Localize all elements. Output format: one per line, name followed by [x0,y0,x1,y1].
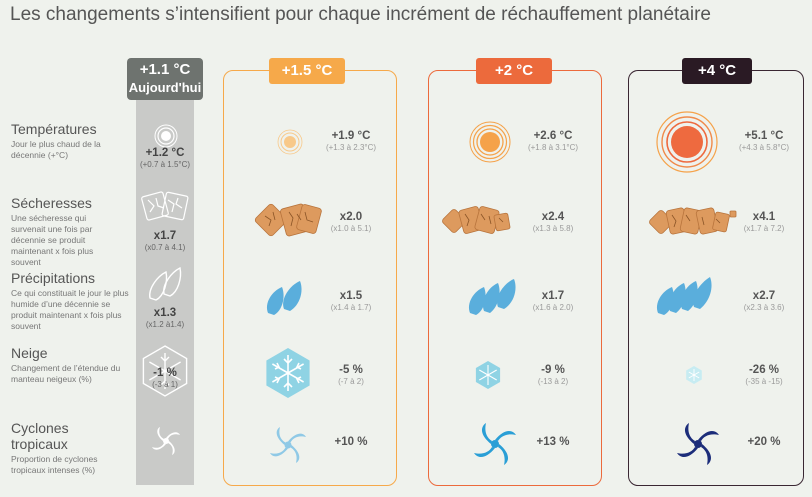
cyclone-icon [474,423,516,465]
header-1-5: +1.5 °C [269,58,345,84]
range: (x2.3 à 3.6) [743,303,785,312]
w15-precipitation: x1.5 (x1.4 à 1.7) [316,290,386,313]
w4-precipitation: x2.7 (x2.3 à 3.6) [729,290,799,313]
value: +10 % [334,436,368,448]
cracked-earth-icon [649,207,737,235]
range: (+1.3 à 2.3°C) [325,143,377,152]
today-neige: -1 % (-3 à 1) [130,367,200,390]
value: x1.5 [339,290,363,302]
value: x1.7 [153,230,177,242]
range: (+1.8 à 3.1°C) [527,143,579,152]
row-title: Précipitations [11,270,96,286]
range: (+0.7 à 1.5°C) [139,160,191,169]
sun-icon [656,111,718,173]
row-label-cyclones: Cyclones tropicaux Proportion de cyclone… [11,420,129,476]
range: (x0.7 à 4.1) [144,243,186,252]
value: +1.9 °C [331,130,371,142]
range: (x1.3 à 5.8) [532,224,574,233]
row-label-precipitations: Précipitations Ce qui constituait le jou… [11,270,129,332]
row-desc: Une sécheresse qui survenait une fois pa… [11,213,94,267]
w15-temperature: +1.9 °C (+1.3 à 2.3°C) [316,130,386,153]
snowflake-icon [142,345,188,397]
cracked-earth-icon [254,203,322,237]
range: (-3 à 1) [152,380,178,389]
cracked-earth-icon [442,206,511,234]
range: (-7 à 2) [338,377,364,386]
row-desc: Changement de l’étendue du manteau neige… [11,363,121,384]
today-sublabel: Aujourd'hui [128,80,202,95]
w4-temperature: +5.1 °C (+4.3 à 5.8°C) [729,130,799,153]
value: -26 % [748,364,780,376]
row-desc: Proportion de cyclones tropicaux intense… [11,454,98,475]
today-header: +1.1 °C Aujourd'hui [127,58,203,100]
range: (x1.0 à 5.1) [330,224,372,233]
cyclone-icon [270,427,306,463]
w2-neige: -9 % (-13 à 2) [518,364,588,387]
w15-neige: -5 % (-7 à 2) [316,364,386,387]
w15-secheresse: x2.0 (x1.0 à 5.1) [316,211,386,234]
sun-icon [277,129,303,155]
value: x2.0 [339,211,363,223]
raindrop-icon [266,281,302,315]
today-precipitation: x1.3 (x1.2 à1.4) [130,307,200,330]
cyclone-icon [152,427,180,455]
raindrop-icon [656,277,712,315]
range: (x1.6 à 2.0) [532,303,574,312]
w2-cyclones: +13 % [518,436,588,449]
w2-temperature: +2.6 °C (+1.8 à 3.1°C) [518,130,588,153]
value: -9 % [541,364,565,376]
w4-neige: -26 % (-35 à -15) [729,364,799,387]
sun-icon [469,121,511,163]
row-title: Températures [11,121,97,137]
header-2: +2 °C [476,58,552,84]
value: x2.4 [541,211,565,223]
range: (x1.7 à 7.2) [743,224,785,233]
row-label-secheresses: Sécheresses Une sécheresse qui survenait… [11,195,129,268]
row-label-neige: Neige Changement de l’étendue du manteau… [11,345,129,385]
snowflake-icon [686,366,702,384]
value: -1 % [153,367,177,379]
sun-icon [154,124,178,148]
w2-precipitation: x1.7 (x1.6 à 2.0) [518,290,588,313]
page-title: Les changements s’intensifient pour chaq… [10,4,711,25]
cracked-earth-icon [141,191,189,221]
value: +1.2 °C [145,147,185,159]
range: (-13 à 2) [537,377,569,386]
cyclone-icon [677,423,719,465]
header-4: +4 °C [682,58,752,84]
w2-secheresse: x2.4 (x1.3 à 5.8) [518,211,588,234]
range: (-35 à -15) [745,377,783,386]
value: +13 % [536,436,570,448]
value: x1.3 [153,307,177,319]
row-title: Sécheresses [11,195,92,211]
value: x1.7 [541,290,565,302]
w4-cyclones: +20 % [729,436,799,449]
value: -5 % [339,364,363,376]
row-desc: Ce qui constituait le jour le plus humid… [11,288,129,331]
raindrop-icon [149,266,182,301]
w4-secheresse: x4.1 (x1.7 à 7.2) [729,211,799,234]
w15-cyclones: +10 % [316,436,386,449]
value: +5.1 °C [744,130,784,142]
range: (+4.3 à 5.8°C) [738,143,790,152]
value: x4.1 [752,211,776,223]
row-title: Neige [11,345,48,361]
row-label-temperatures: Températures Jour le plus chaud de la dé… [11,121,129,161]
range: (x1.4 à 1.7) [330,303,372,312]
today-secheresse: x1.7 (x0.7 à 4.1) [130,230,200,253]
raindrop-icon [468,279,516,315]
value: +2.6 °C [533,130,573,142]
today-label: +1.1 °C [139,61,191,78]
row-desc: Jour le plus chaud de la décennie (+°C) [11,139,101,160]
snowflake-icon [475,361,501,389]
today-temperature: +1.2 °C (+0.7 à 1.5°C) [130,147,200,170]
row-title: Cyclones tropicaux [11,420,69,452]
value: +20 % [747,436,781,448]
range: (x1.2 à1.4) [145,320,185,329]
value: x2.7 [752,290,776,302]
snowflake-icon [266,348,310,398]
